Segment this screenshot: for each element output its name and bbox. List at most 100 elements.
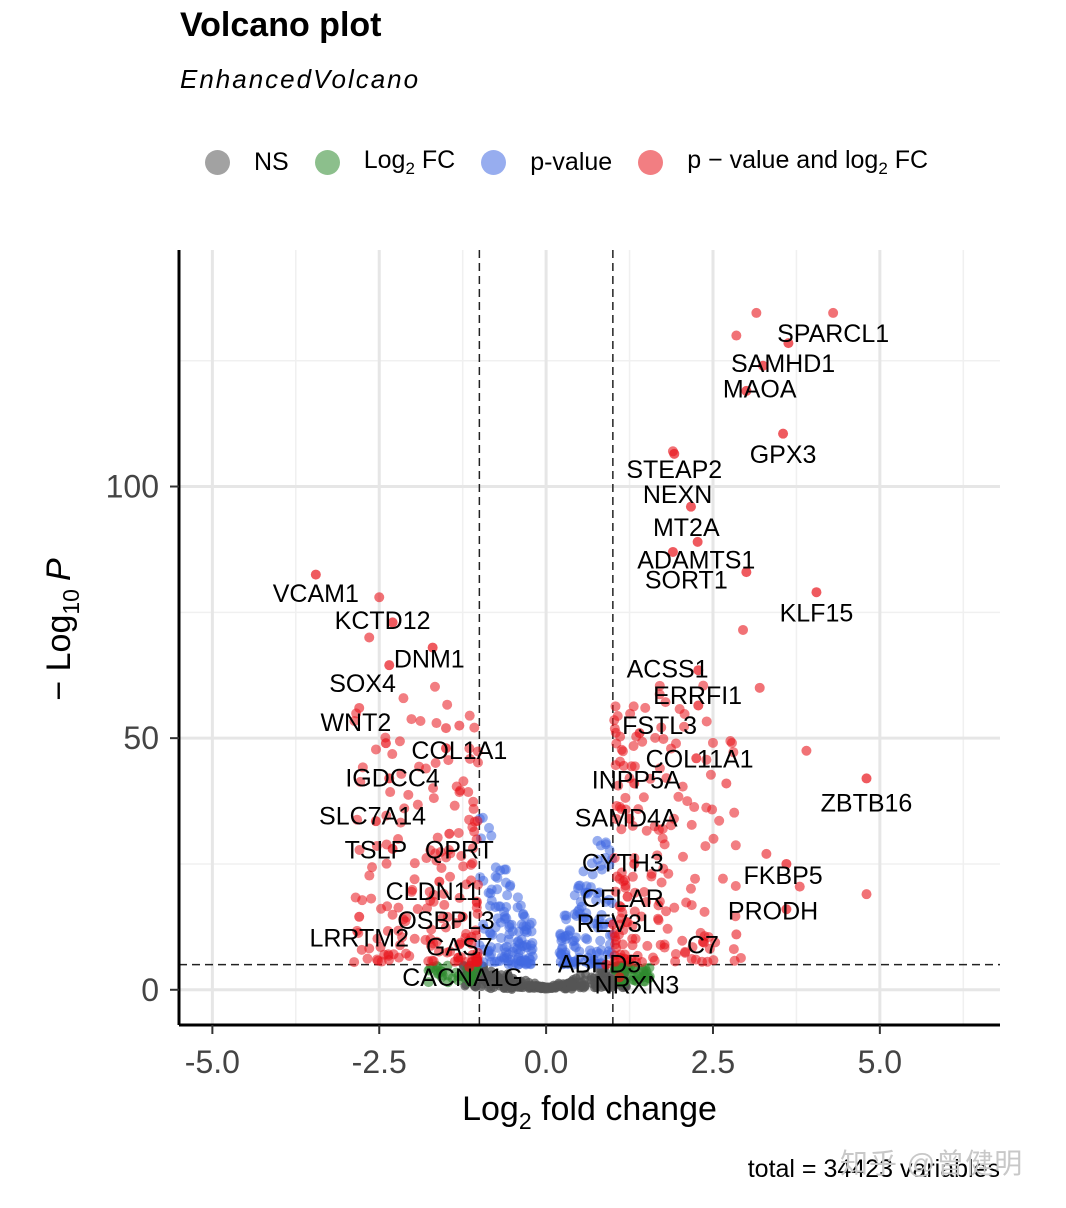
- point-significant: [439, 899, 450, 910]
- point-significant: [421, 853, 432, 864]
- point-ns: [575, 970, 585, 980]
- point-significant: [430, 757, 441, 768]
- point-significant: [463, 787, 474, 798]
- point-significant: [687, 942, 698, 953]
- point-significant: [610, 760, 621, 771]
- point-significant: [618, 760, 629, 771]
- point-significant: [616, 804, 627, 815]
- point-significant: [656, 722, 667, 733]
- point-pvalue: [486, 830, 497, 841]
- gene-label-klf15: KLF15: [780, 599, 854, 627]
- point-pvalue: [593, 914, 604, 925]
- point-nrxn3: [614, 972, 625, 983]
- point-significant: [700, 841, 711, 852]
- point-significant: [456, 851, 467, 862]
- point-significant: [653, 900, 664, 911]
- point-significant: [370, 744, 381, 755]
- point-significant: [354, 844, 365, 855]
- point-significant: [381, 858, 392, 869]
- x-tick-label: 5.0: [858, 1044, 902, 1080]
- legend-swatch-ns: [205, 149, 230, 175]
- x-axis-title: Log2 fold change: [462, 1090, 717, 1134]
- point-significant: [371, 840, 382, 851]
- gene-label-c7: C7: [687, 931, 719, 959]
- point-wnt2: [380, 738, 391, 749]
- point-significant: [629, 761, 640, 772]
- point-significant: [409, 858, 420, 869]
- point-significant: [801, 745, 812, 756]
- point-fc: [423, 977, 434, 988]
- point-significant: [472, 908, 483, 919]
- point-abhd5: [601, 959, 612, 970]
- point-pvalue: [570, 932, 581, 943]
- gene-label-zbtb16: ZBTB16: [821, 790, 913, 818]
- point-significant: [349, 715, 360, 726]
- point-significant: [620, 880, 631, 891]
- point-significant: [427, 955, 438, 966]
- point-significant: [699, 906, 710, 917]
- point-significant: [628, 701, 639, 712]
- point-significant: [707, 737, 718, 748]
- point-significant: [468, 796, 479, 807]
- x-tick-label: 0.0: [524, 1044, 568, 1080]
- point-significant: [357, 762, 368, 773]
- point-significant: [761, 848, 772, 859]
- point-significant: [677, 781, 688, 792]
- point-pvalue: [565, 926, 576, 937]
- point-pvalue: [500, 864, 511, 875]
- point-significant: [627, 871, 638, 882]
- point-pvalue: [582, 887, 593, 898]
- x-tick-label: -5.0: [185, 1044, 240, 1080]
- point-significant: [661, 773, 672, 784]
- point-significant: [642, 940, 653, 951]
- point-significant: [631, 957, 642, 968]
- point-significant: [609, 852, 620, 863]
- point-significant: [613, 780, 624, 791]
- point-significant: [381, 810, 392, 821]
- point-gpx3: [778, 428, 789, 439]
- point-pvalue: [584, 945, 595, 956]
- gene-label-samd4a: SAMD4A: [575, 805, 678, 833]
- point-ns: [499, 983, 509, 993]
- gene-label-slc7a14: SLC7A14: [319, 803, 426, 831]
- gene-label-vcam1: VCAM1: [273, 580, 359, 608]
- point-significant: [721, 778, 732, 789]
- point-pvalue: [556, 932, 567, 943]
- legend-label: NS: [254, 147, 289, 176]
- point-significant: [611, 942, 622, 953]
- point-pvalue: [490, 862, 501, 873]
- point-significant: [409, 933, 420, 944]
- point-significant: [617, 746, 628, 757]
- point-significant: [610, 701, 621, 712]
- point-significant: [352, 814, 363, 825]
- total-variables-note: total = 34423 variables: [747, 1155, 1000, 1183]
- gene-label-maoa: MAOA: [723, 375, 797, 403]
- point-significant: [394, 736, 405, 747]
- point-acss1: [693, 665, 704, 676]
- point-pvalue: [492, 872, 503, 883]
- gene-label-errfi1: ERRFI1: [653, 682, 742, 710]
- gene-label-wnt2: WNT2: [320, 709, 391, 737]
- gene-label-fkbp5: FKBP5: [743, 862, 822, 890]
- point-significant: [371, 954, 382, 965]
- point-significant: [616, 824, 627, 835]
- point-significant: [366, 893, 377, 904]
- point-significant: [663, 868, 674, 879]
- point-significant: [633, 804, 644, 815]
- gene-label-igdcc4: IGDCC4: [345, 764, 440, 792]
- point-significant: [385, 787, 396, 798]
- gene-label-nrxn3: NRXN3: [595, 972, 680, 1000]
- point-significant: [472, 947, 483, 958]
- point-pvalue: [512, 892, 523, 903]
- point-pvalue: [581, 913, 592, 924]
- point-significant: [442, 699, 453, 710]
- point-pvalue: [512, 937, 523, 948]
- point-significant: [464, 710, 475, 721]
- point-significant: [454, 892, 465, 903]
- point-pvalue: [559, 910, 570, 921]
- point-significant: [728, 747, 739, 758]
- point-nexn: [685, 501, 696, 512]
- point-pvalue: [496, 933, 507, 944]
- point-pvalue: [586, 858, 597, 869]
